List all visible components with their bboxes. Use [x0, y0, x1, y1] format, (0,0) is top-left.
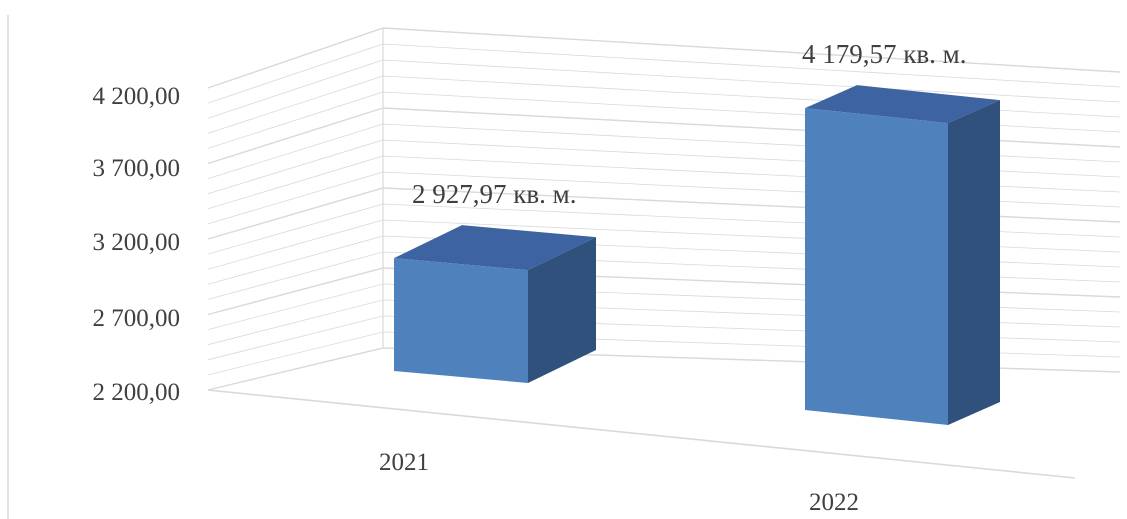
gridline-side [207, 43, 384, 104]
bar-side-2022 [948, 100, 1000, 426]
gridline-side [207, 203, 384, 255]
bars [394, 85, 1000, 426]
gridline-side [207, 155, 384, 210]
gridline-back [382, 91, 1121, 133]
data-label-2022: 4 179,57 кв. м. [802, 39, 966, 69]
gridline-side [207, 299, 384, 346]
gridline-side [207, 27, 384, 89]
data-label-2021: 2 927,97 кв. м. [412, 179, 576, 209]
gridline-back [382, 59, 1121, 103]
bar-side-2021 [528, 237, 596, 383]
gridline-side [207, 283, 384, 330]
chart-floor [207, 389, 1076, 479]
y-tick-label: 3 700,00 [93, 155, 181, 182]
gridline-back [382, 139, 1121, 178]
gridline-side [207, 187, 384, 240]
y-tick-label: 3 200,00 [93, 229, 181, 256]
gridline-side [207, 267, 384, 316]
floor-front-edge [207, 389, 1076, 479]
gridline-side [207, 251, 384, 300]
gridline-side [207, 107, 384, 165]
bar-front-2022 [805, 108, 948, 426]
bar-front-2021 [394, 258, 528, 383]
x-axis-categories: 2021 2022 [379, 449, 859, 516]
gridline-side [207, 91, 384, 149]
x-category-label: 2021 [379, 449, 429, 476]
gridline-side [207, 315, 384, 361]
bar-top-2021 [394, 225, 596, 271]
gridline-side [207, 171, 384, 225]
bar-top-2022 [805, 85, 1000, 124]
data-labels: 2 927,97 кв. м. 4 179,57 кв. м. [412, 39, 966, 209]
y-tick-label: 2 200,00 [93, 379, 181, 406]
gridline-back [382, 27, 1121, 73]
gridline-side [207, 219, 384, 270]
gridline-back [382, 43, 1121, 88]
gridline-side [207, 139, 384, 195]
x-category-label: 2022 [809, 489, 859, 516]
gridline-side [207, 123, 384, 179]
gridline-side [207, 347, 384, 391]
gridline-back [382, 123, 1121, 163]
y-axis-ticks: 2 200,00 2 700,00 3 200,00 3 700,00 4 200,00 [93, 83, 181, 406]
gridline-side [207, 75, 384, 134]
gridline-back [382, 107, 1121, 148]
y-tick-label: 4 200,00 [93, 83, 181, 110]
y-tick-label: 2 700,00 [93, 305, 181, 332]
gridline-side [207, 59, 384, 119]
gridline-back [382, 75, 1121, 118]
gridline-side [207, 235, 384, 285]
gridline-side [207, 331, 384, 376]
